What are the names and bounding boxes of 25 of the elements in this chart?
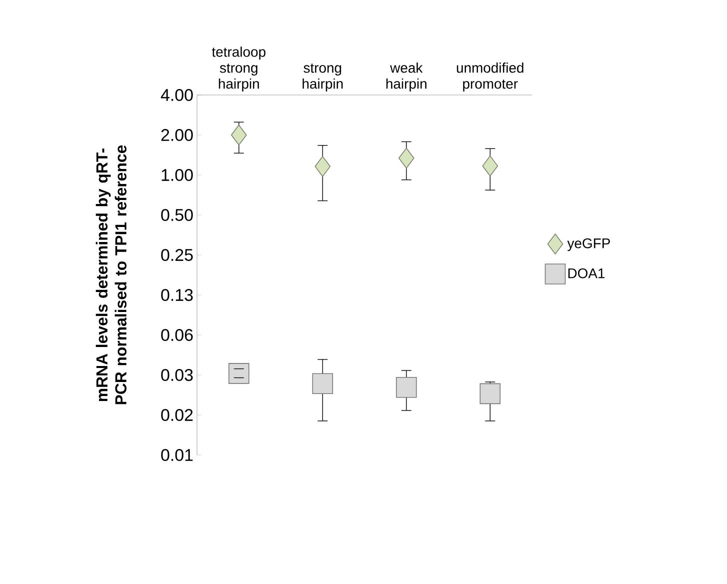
point bbox=[312, 373, 334, 394]
y-tick-label: 0.03 bbox=[161, 368, 193, 381]
x-tick-label: weak hairpin bbox=[386, 62, 426, 92]
y-tick-label: 4.00 bbox=[160, 89, 193, 101]
y-tick-label: 0.13 bbox=[161, 289, 193, 301]
y-tick-label: 2.00 bbox=[161, 129, 193, 142]
y-tick-label: 0.02 bbox=[161, 408, 193, 421]
legend-label: yeGFP bbox=[567, 238, 610, 252]
y-tick-label: 0.06 bbox=[161, 329, 193, 341]
legend-label: DOA1 bbox=[568, 268, 605, 278]
y-tick-label: 0.50 bbox=[161, 209, 193, 221]
point bbox=[228, 363, 250, 384]
point bbox=[230, 124, 247, 146]
point bbox=[396, 377, 417, 398]
point bbox=[398, 148, 414, 169]
y-tick-label: 0.01 bbox=[161, 449, 193, 462]
y-axis-title: mRNA levels determined by qRT-PCR normalised to TPI1 reference bbox=[96, 145, 126, 404]
x-tick-label: unmodified promoter bbox=[456, 62, 524, 92]
y-tick-label: 1.00 bbox=[162, 169, 193, 181]
point bbox=[480, 383, 501, 404]
x-tick-label: tetraloop strong hairpin bbox=[212, 46, 266, 92]
point bbox=[482, 156, 498, 176]
point bbox=[314, 156, 331, 177]
x-tick-label: strong hairpin bbox=[302, 64, 343, 92]
y-tick-label: 0.25 bbox=[161, 249, 193, 261]
